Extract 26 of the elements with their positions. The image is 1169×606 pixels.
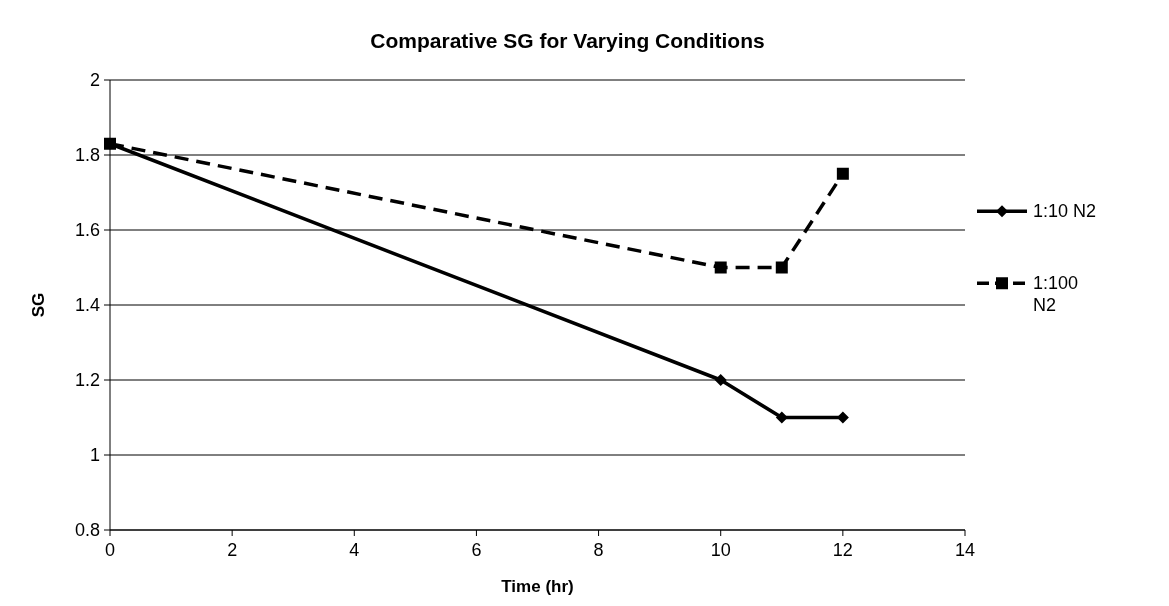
chart-title: Comparative SG for Varying Conditions (370, 29, 765, 52)
point (714, 261, 727, 274)
x-tick-label: 4 (349, 540, 360, 560)
x-axis-title: Time (hr) (501, 577, 574, 596)
x-tick-label: 2 (227, 540, 238, 560)
point (775, 411, 788, 424)
point (775, 261, 788, 274)
legend-label: 1:100 N2 (1033, 273, 1079, 316)
y-tick-label: 1.8 (74, 145, 100, 165)
x-tick-label: 10 (710, 540, 731, 560)
y-tick-label: 1.2 (74, 370, 100, 390)
y-tick-label: 0.8 (74, 520, 100, 540)
x-tick-label: 6 (471, 540, 482, 560)
y-tick-label: 1.4 (74, 295, 100, 315)
point (836, 167, 849, 180)
y-tick-label: 1.6 (74, 220, 100, 240)
x-tick-label: 12 (832, 540, 853, 560)
point (714, 374, 727, 386)
legend-label: 1:10 N2 (1033, 201, 1097, 222)
y-axis-title: SG (29, 292, 48, 318)
x-tick-label: 14 (954, 540, 976, 560)
x-tick-label: 8 (593, 540, 604, 560)
y-tick-label: 1 (89, 445, 100, 465)
y-tick-label: 2 (89, 70, 100, 90)
x-tick-label: 0 (104, 540, 116, 560)
point (104, 137, 116, 150)
